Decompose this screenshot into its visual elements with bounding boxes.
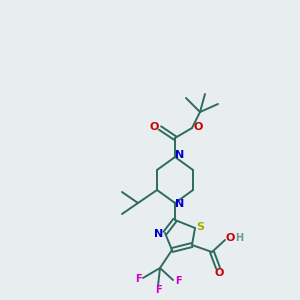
Text: O: O <box>193 122 203 132</box>
Text: F: F <box>135 274 141 284</box>
Text: S: S <box>196 222 204 232</box>
Text: O: O <box>214 268 224 278</box>
Text: F: F <box>155 285 161 295</box>
Text: H: H <box>235 233 243 243</box>
Text: N: N <box>176 150 184 160</box>
Text: F: F <box>175 276 181 286</box>
Text: N: N <box>176 199 184 209</box>
Text: O: O <box>225 233 235 243</box>
Text: N: N <box>154 229 164 239</box>
Text: O: O <box>149 122 159 132</box>
